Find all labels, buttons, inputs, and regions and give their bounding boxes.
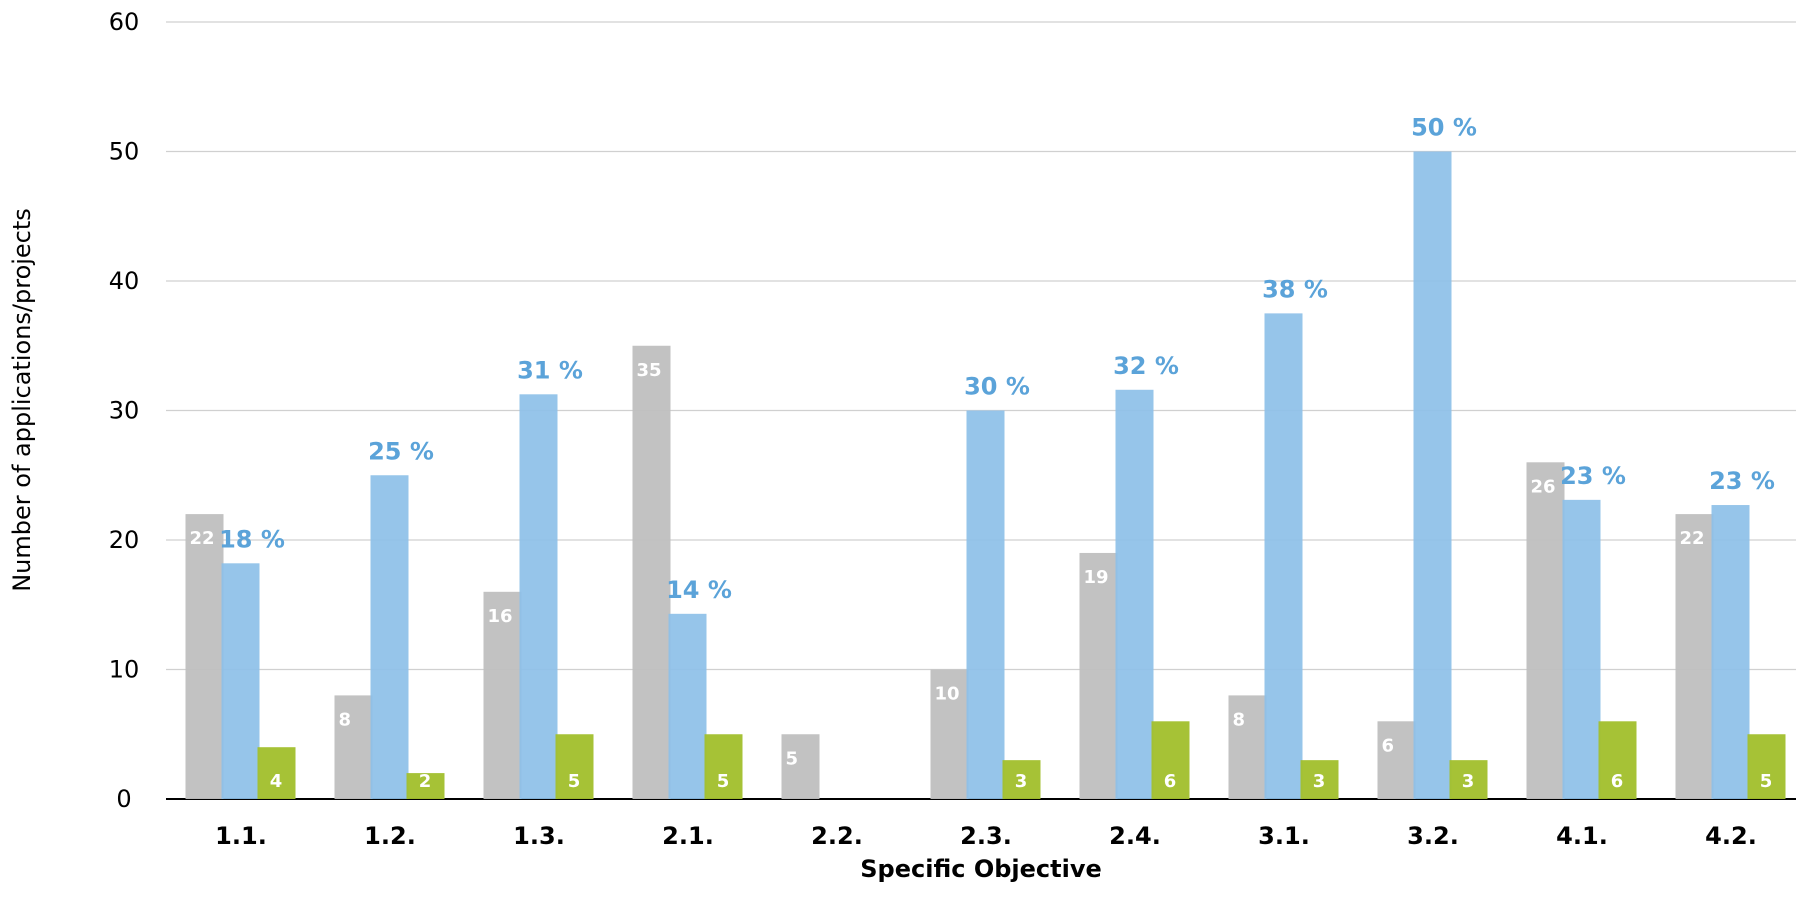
y-tick-label: 40: [109, 267, 140, 295]
percent-label: 23 %: [1560, 462, 1626, 490]
percent-label: 50 %: [1411, 114, 1477, 142]
value-label: 3: [1462, 771, 1475, 792]
bar-series-2-1.2.: [370, 475, 409, 799]
value-label: 8: [339, 709, 352, 730]
bar-series-2-4.1.: [1562, 499, 1601, 799]
x-tick-label: 3.2.: [1407, 822, 1459, 850]
y-tick-label: 10: [109, 656, 140, 684]
x-tick-label: 1.3.: [513, 822, 565, 850]
bar-series-3-2.1.: [704, 734, 743, 799]
bar-series-3-4.1.: [1598, 721, 1637, 799]
value-label: 6: [1164, 771, 1177, 792]
value-label: 5: [717, 771, 730, 792]
bar-series-1-1.3.: [483, 591, 522, 799]
bar-series-3-1.2.: [406, 773, 445, 799]
value-label: 16: [488, 606, 513, 627]
value-label: 22: [1680, 528, 1705, 549]
value-label: 6: [1382, 735, 1395, 756]
x-tick-label: 1.2.: [364, 822, 416, 850]
bar-series-1-3.1.: [1228, 695, 1267, 799]
gridlines: [166, 21, 1796, 800]
percent-label: 23 %: [1709, 467, 1775, 495]
bar-series-2-3.1.: [1264, 313, 1303, 799]
bar-series-3-4.2.: [1747, 734, 1786, 799]
value-label: 3: [1313, 771, 1326, 792]
y-axis-title: Number of applications/projects: [8, 208, 36, 592]
bar-series-1-1.1.: [185, 514, 224, 799]
percent-label: 18 %: [219, 525, 285, 553]
percent-label: 14 %: [666, 576, 732, 604]
bar-series-2-3.2.: [1413, 151, 1452, 799]
bars: [185, 151, 1786, 799]
value-label: 2: [419, 771, 432, 792]
bar-series-1-2.2.: [781, 734, 820, 799]
y-tick-label: 60: [109, 8, 140, 36]
value-label: 6: [1611, 771, 1624, 792]
value-label: 5: [568, 771, 581, 792]
bar-series-2-2.4.: [1115, 389, 1154, 799]
y-tick-label: 50: [109, 138, 140, 166]
x-tick-label: 2.3.: [960, 822, 1012, 850]
x-tick-label: 4.2.: [1705, 822, 1757, 850]
y-tick-label: 0: [116, 785, 131, 813]
value-label: 22: [190, 528, 215, 549]
bar-series-2-2.3.: [966, 410, 1005, 799]
bar-series-1-2.3.: [930, 669, 969, 799]
x-tick-label: 4.1.: [1556, 822, 1608, 850]
value-label: 10: [935, 684, 960, 705]
bar-series-1-1.2.: [334, 695, 373, 799]
bar-series-3-1.1.: [257, 747, 296, 799]
y-tick-label: 30: [109, 397, 140, 425]
bar-series-1-4.1.: [1526, 462, 1565, 799]
x-axis-ticks: 1.1. 1.2. 1.3. 2.1. 2.2. 2.3. 2.4. 3.1. 3.2. 4.1.…: [215, 822, 1757, 850]
y-tick-label: 20: [109, 526, 140, 554]
percent-label: 30 %: [964, 373, 1030, 401]
bar-series-3-1.3.: [555, 734, 594, 799]
value-label: 5: [786, 748, 799, 769]
x-tick-label: 1.1.: [215, 822, 267, 850]
bar-series-1-2.1.: [632, 345, 671, 799]
percent-label: 25 %: [368, 437, 434, 465]
value-label: 5: [1760, 771, 1773, 792]
y-axis-ticks: 0 10 20 30 40 50 60: [109, 8, 140, 813]
bar-series-2-1.3.: [519, 394, 558, 799]
value-label: 26: [1531, 476, 1556, 497]
value-label: 19: [1084, 567, 1109, 588]
x-tick-label: 2.4.: [1109, 822, 1161, 850]
x-axis-title: Specific Objective: [860, 855, 1102, 883]
bar-series-2-4.2.: [1711, 505, 1750, 799]
bar-series-1-3.2.: [1377, 721, 1416, 799]
percent-label: 31 %: [517, 356, 583, 384]
x-tick-label: 2.1.: [662, 822, 714, 850]
value-label: 3: [1015, 771, 1028, 792]
x-tick-label: 2.2.: [811, 822, 863, 850]
x-tick-label: 3.1.: [1258, 822, 1310, 850]
value-label: 4: [270, 771, 283, 792]
bar-series-3-3.1.: [1300, 760, 1339, 799]
value-label: 35: [637, 360, 662, 381]
bar-series-2-2.1.: [668, 613, 707, 799]
bar-series-1-4.2.: [1675, 514, 1714, 799]
percent-label: 32 %: [1113, 352, 1179, 380]
value-label: 8: [1233, 709, 1246, 730]
bar-series-3-2.4.: [1151, 721, 1190, 799]
bar-series-2-1.1.: [221, 563, 260, 799]
bar-series-3-3.2.: [1449, 760, 1488, 799]
percent-label: 38 %: [1262, 275, 1328, 303]
bar-series-3-2.3.: [1002, 760, 1041, 799]
bar-series-1-2.4.: [1079, 552, 1118, 799]
